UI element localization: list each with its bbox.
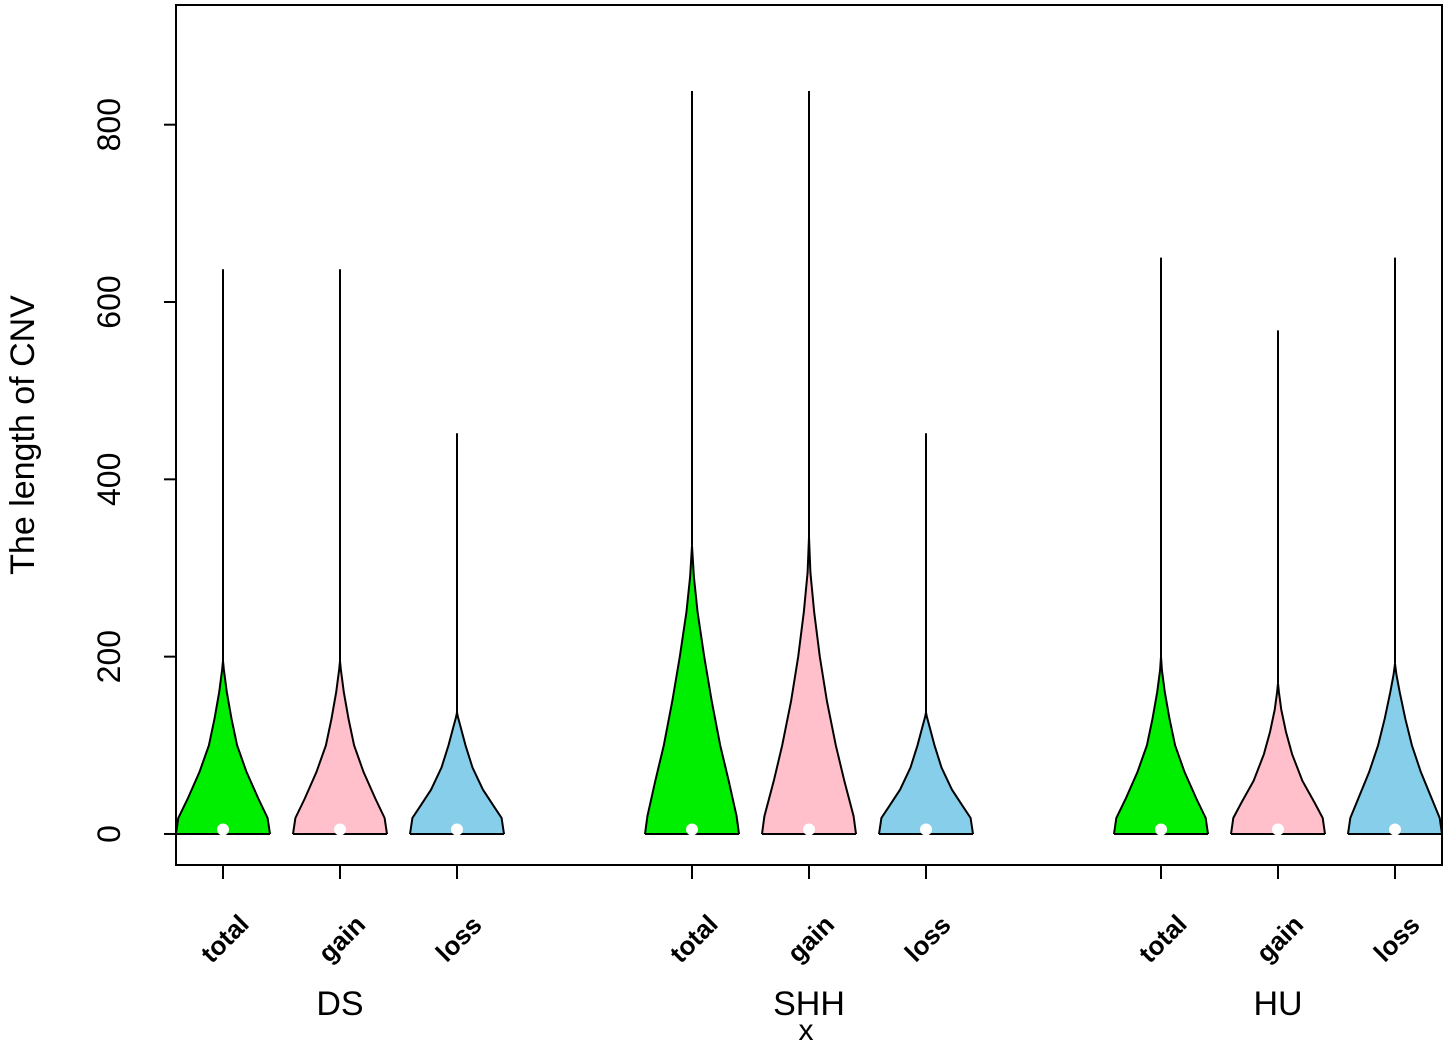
x-category-label: loss [899, 910, 957, 968]
violin-ds-gain [292, 660, 388, 835]
y-axis-title: The length of CNV [4, 295, 42, 575]
median-dot [803, 823, 815, 836]
y-axis: 0 200 400 600 800 [91, 98, 177, 843]
x-category-label: loss [1368, 910, 1426, 968]
median-dot [451, 823, 463, 836]
x-category-label: gain [312, 909, 371, 968]
x-axis-title: x [799, 1014, 814, 1046]
x-category-label: gain [1250, 909, 1309, 968]
median-dot [1272, 823, 1284, 836]
violin-hu-gain [1230, 683, 1326, 835]
group-label-ds: DS [316, 985, 363, 1023]
y-tick-label: 400 [91, 453, 127, 506]
violin-ds-total [175, 660, 271, 835]
y-tick-label: 0 [91, 825, 127, 843]
y-tick-label: 800 [91, 98, 127, 151]
x-category-label: gain [781, 909, 840, 968]
violin-hu-total [1113, 656, 1209, 835]
median-dot [1389, 823, 1401, 836]
violin-hu-loss [1347, 663, 1443, 835]
x-category-label: total [1133, 909, 1193, 969]
x-category-label: total [664, 909, 724, 969]
violins [175, 91, 1443, 836]
y-tick-label: 600 [91, 275, 127, 328]
median-dot [686, 823, 698, 836]
x-category-label: total [195, 909, 255, 969]
y-tick-label: 200 [91, 630, 127, 683]
x-axis: total gain loss DS total gain loss SHH total gain… [195, 864, 1426, 1023]
median-dot [217, 823, 229, 836]
group-label-shh: SHH [773, 985, 845, 1023]
x-category-label: loss [430, 910, 488, 968]
violin-shh-gain [761, 536, 857, 835]
violin-shh-loss [878, 712, 974, 835]
median-dot [334, 823, 346, 836]
group-label-hu: HU [1253, 985, 1302, 1023]
violin-ds-loss [409, 712, 505, 835]
violin-shh-total [644, 545, 740, 835]
median-dot [1155, 823, 1167, 836]
median-dot [920, 823, 932, 836]
